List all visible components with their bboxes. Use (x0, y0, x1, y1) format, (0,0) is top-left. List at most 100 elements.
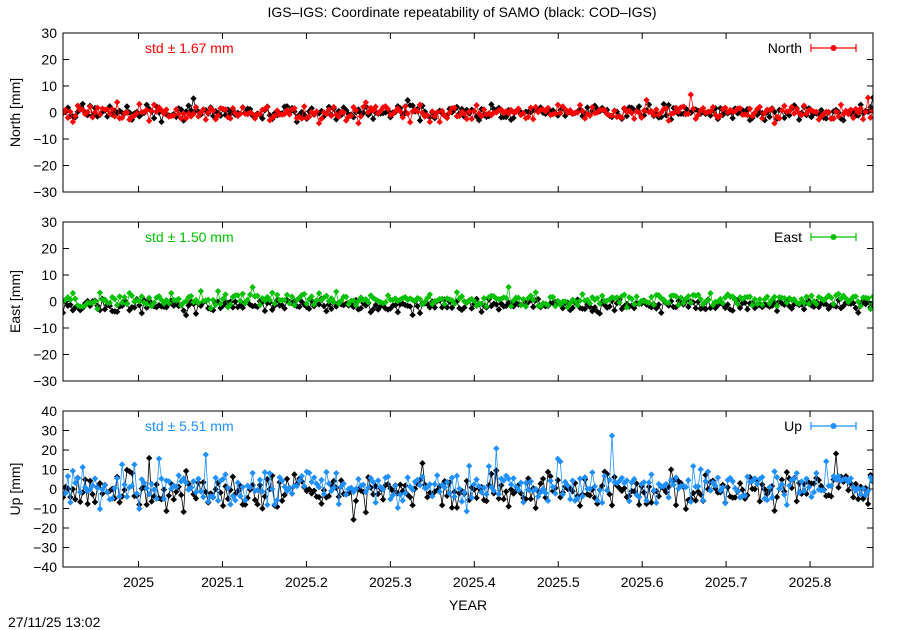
data-point (835, 472, 842, 480)
reference-point (372, 301, 379, 309)
reference-point (744, 306, 751, 313)
reference-point (510, 114, 517, 122)
data-point (749, 302, 756, 309)
reference-point (63, 309, 67, 317)
data-point (618, 114, 626, 122)
data-point (480, 484, 488, 491)
data-point (143, 106, 150, 114)
data-point (692, 292, 699, 300)
data-point (704, 468, 712, 475)
reference-point (143, 101, 150, 108)
y-tick-label: 0 (49, 481, 57, 497)
reference-point (136, 302, 143, 309)
data-point (800, 102, 808, 109)
data-point (589, 104, 596, 111)
data-point (515, 105, 522, 112)
y-tick-label: 30 (41, 214, 57, 230)
reference-point (576, 502, 584, 509)
reference-point (177, 106, 185, 113)
data-point (781, 102, 788, 110)
data-point (832, 292, 840, 299)
data-point (72, 112, 79, 120)
reference-point (635, 501, 643, 508)
data-point (347, 484, 355, 491)
reference-point (751, 485, 759, 493)
data-point (517, 111, 525, 119)
reference-point (370, 306, 377, 313)
data-point (74, 302, 81, 309)
data-point (249, 284, 256, 291)
data-point (94, 305, 101, 313)
reference-point (306, 305, 313, 312)
data-point (596, 300, 603, 307)
legend-errorbar-icon (810, 233, 857, 241)
data-point (281, 297, 288, 304)
data-point (99, 486, 106, 493)
reference-point (675, 478, 682, 485)
y-tick-label: 10 (41, 78, 57, 94)
data-point (91, 475, 99, 482)
data-point (478, 112, 485, 120)
data-point (771, 120, 778, 127)
data-point (266, 470, 274, 477)
data-point (259, 488, 266, 495)
data-point (232, 109, 239, 117)
data-point (323, 468, 330, 476)
data-point (313, 297, 320, 304)
data-point (320, 490, 328, 498)
data-point (335, 113, 342, 120)
reference-point (786, 302, 793, 310)
reference-point (729, 307, 736, 314)
reference-point (766, 113, 773, 121)
data-point (104, 488, 111, 496)
data-point (227, 115, 234, 122)
data-point (527, 104, 534, 111)
data-point (352, 302, 360, 309)
data-point (709, 104, 717, 111)
data-point (217, 477, 224, 484)
data-point (576, 297, 584, 304)
reference-point (537, 480, 544, 487)
data-point (864, 94, 872, 101)
data-point (626, 107, 633, 114)
data-point (648, 293, 655, 301)
reference-point (584, 104, 591, 111)
reference-point (672, 303, 680, 311)
data-point (759, 115, 766, 122)
data-point (271, 300, 278, 307)
reference-point (170, 496, 177, 503)
reference-point (571, 479, 579, 487)
reference-point (692, 497, 699, 504)
reference-point (813, 474, 820, 482)
data-point (803, 293, 810, 300)
data-point (365, 484, 372, 492)
data-point (554, 297, 562, 305)
data-point (869, 293, 873, 300)
data-point (63, 489, 69, 497)
data-point (200, 106, 207, 113)
data-point (655, 480, 663, 488)
data-point (776, 485, 783, 492)
data-point (150, 299, 158, 306)
data-point (370, 107, 377, 115)
data-point (707, 290, 714, 297)
data-point (638, 114, 645, 121)
data-point (490, 487, 498, 494)
data-point (859, 485, 867, 492)
data-point (286, 484, 293, 492)
reference-point (530, 303, 537, 311)
reference-point (594, 500, 601, 507)
data-point (91, 298, 99, 305)
y-tick-label: 10 (41, 267, 57, 283)
data-point (370, 478, 377, 486)
data-point (382, 103, 389, 110)
chart-title: IGS–IGS: Coordinate repeatability of SAM… (267, 4, 656, 20)
data-point (224, 484, 232, 492)
data-point (150, 101, 158, 109)
y-tick-label: −20 (33, 520, 57, 536)
data-point (665, 299, 672, 307)
data-point (79, 464, 86, 471)
data-point (855, 485, 862, 492)
reference-point (131, 304, 138, 311)
data-point (118, 114, 126, 121)
